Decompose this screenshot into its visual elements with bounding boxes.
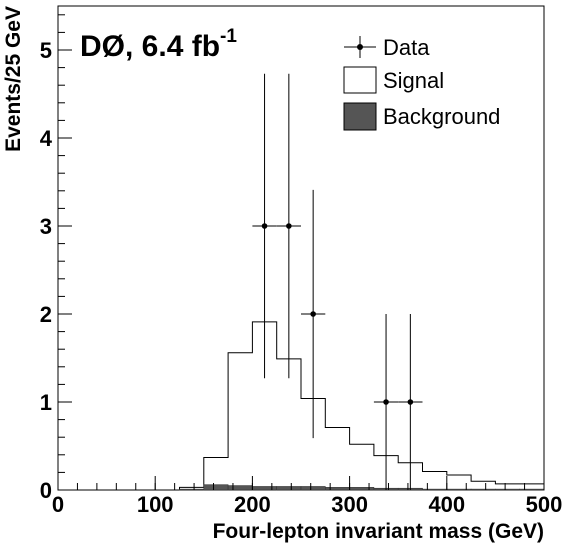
background-bin <box>470 488 496 491</box>
experiment-label-main: DØ, 6.4 fb <box>80 30 220 63</box>
x-tick-label: 400 <box>428 492 465 517</box>
data-point-marker <box>286 223 292 229</box>
signal-bin <box>325 427 350 490</box>
data-point <box>252 73 277 379</box>
background-bin <box>276 486 302 491</box>
x-tick-label: 300 <box>331 492 368 517</box>
legend-data-label: Data <box>383 35 430 60</box>
data-point <box>373 314 399 490</box>
y-tick-label: 1 <box>40 390 52 415</box>
signal-bin <box>276 358 301 490</box>
legend-signal-label: Signal <box>383 68 444 93</box>
background-bin <box>495 488 520 491</box>
signal-bin <box>495 483 520 490</box>
signal-bin <box>519 483 544 490</box>
x-axis-title: Four-lepton invariant mass (GeV) <box>213 520 544 543</box>
signal-outline <box>58 321 544 491</box>
background-bin <box>300 486 326 491</box>
data-point-marker <box>407 399 414 405</box>
y-tick-label: 3 <box>40 214 52 239</box>
tick-labels: 0 100 200 300 400 500 0 1 2 3 4 5 <box>40 38 563 517</box>
data-points <box>252 73 423 490</box>
signal-bin <box>349 444 374 490</box>
legend: Data Signal Background <box>343 35 500 131</box>
axes <box>57 14 545 491</box>
signal-bin <box>179 487 204 490</box>
background-bin <box>519 488 545 491</box>
background-bin <box>446 488 472 491</box>
y-tick-label: 5 <box>40 38 52 63</box>
data-point <box>276 73 301 379</box>
signal-histogram <box>58 321 544 491</box>
data-point <box>398 314 423 490</box>
legend-item-signal: Signal <box>343 66 444 94</box>
signal-bin <box>228 352 253 490</box>
data-point <box>301 189 326 439</box>
background-bin <box>252 486 277 491</box>
signal-bin <box>471 481 496 490</box>
y-axis-title: Events/25 GeV <box>2 6 25 152</box>
background-bin <box>324 487 350 491</box>
x-tick-label: 200 <box>234 492 271 517</box>
x-tick-label: 0 <box>52 492 64 517</box>
y-tick-label: 2 <box>40 302 52 327</box>
legend-background-swatch <box>343 102 377 131</box>
x-tick-label: 100 <box>137 492 174 517</box>
y-tick-label: 4 <box>40 126 53 151</box>
experiment-label: DØ, 6.4 fb-1 <box>80 26 237 63</box>
x-tick-label: 500 <box>526 492 563 517</box>
legend-data-marker-dot <box>357 44 363 50</box>
signal-bin <box>446 475 472 490</box>
y-tick-label: 0 <box>40 478 52 503</box>
legend-background-label: Background <box>383 104 500 129</box>
legend-signal-swatch <box>343 66 377 94</box>
background-bin <box>422 488 448 491</box>
background-bin <box>203 484 229 491</box>
legend-item-data: Data <box>344 35 430 60</box>
background-bin <box>227 485 253 491</box>
data-point-marker <box>383 399 389 405</box>
data-point-marker <box>261 223 268 229</box>
experiment-label-superscript: -1 <box>220 26 237 47</box>
background-bin <box>349 487 375 491</box>
data-point-marker <box>310 311 316 317</box>
legend-item-background: Background <box>343 102 500 131</box>
background-bin <box>179 488 205 491</box>
signal-bin <box>422 471 447 490</box>
